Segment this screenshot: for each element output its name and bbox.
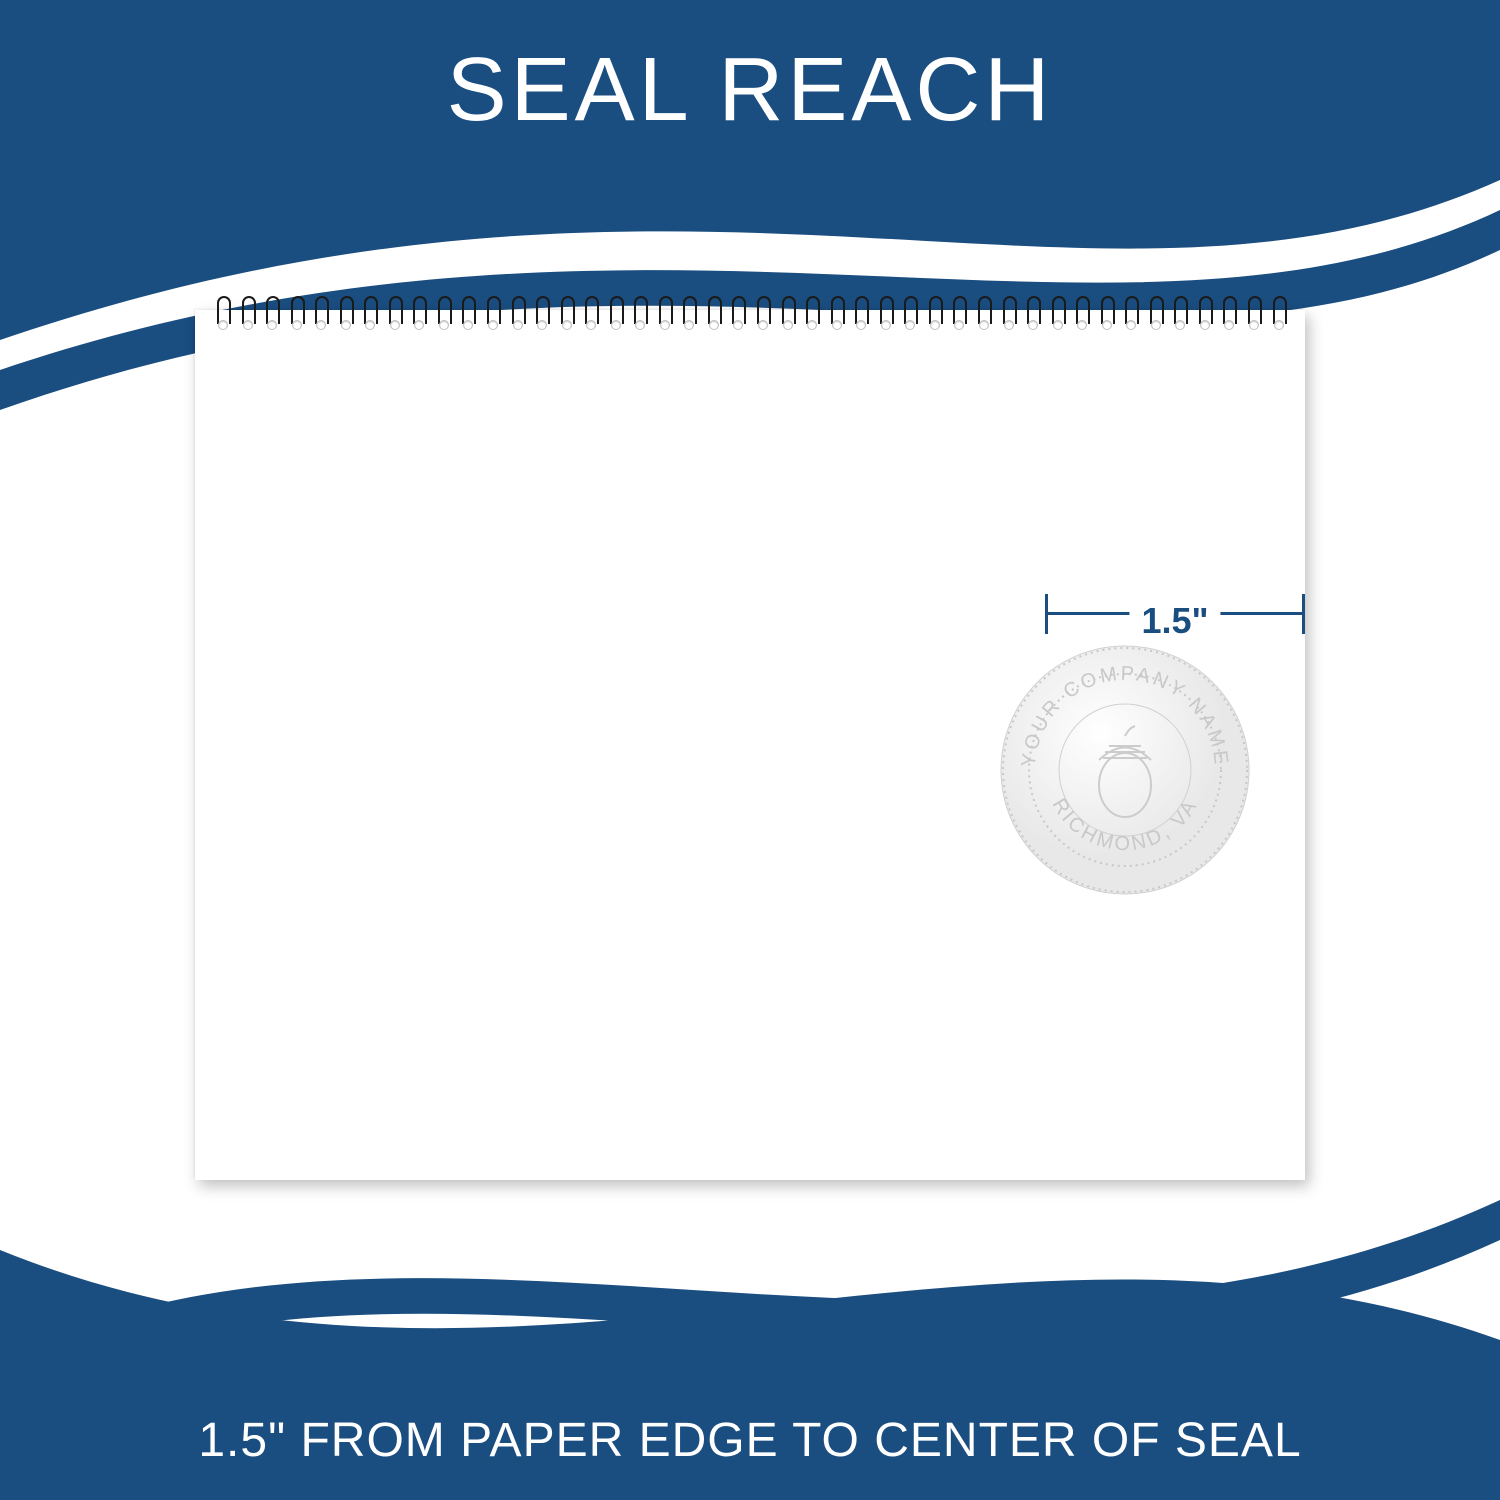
measurement-tick-left xyxy=(1045,594,1048,634)
spiral-coil xyxy=(829,296,843,336)
notepad-paper: 1.5" xyxy=(195,310,1305,1180)
spiral-coil xyxy=(1025,296,1039,336)
spiral-coil xyxy=(387,296,401,336)
footer-band: 1.5" FROM PAPER EDGE TO CENTER OF SEAL xyxy=(0,1380,1500,1500)
spiral-coil xyxy=(1197,296,1211,336)
spiral-coil xyxy=(240,296,254,336)
spiral-coil xyxy=(755,296,769,336)
spiral-coil xyxy=(559,296,573,336)
spiral-coil xyxy=(338,296,352,336)
spiral-coil xyxy=(927,296,941,336)
spiral-coil xyxy=(411,296,425,336)
spiral-coil xyxy=(951,296,965,336)
spiral-coil xyxy=(215,296,229,336)
spiral-coil xyxy=(1221,296,1235,336)
spiral-coil xyxy=(1050,296,1064,336)
measurement-bar: 1.5" xyxy=(1045,612,1305,615)
spiral-coil xyxy=(902,296,916,336)
spiral-coil xyxy=(878,296,892,336)
spiral-coil xyxy=(780,296,794,336)
spiral-coil xyxy=(1074,296,1088,336)
spiral-coil xyxy=(1271,296,1285,336)
spiral-coil xyxy=(976,296,990,336)
spiral-coil xyxy=(804,296,818,336)
embossed-seal-sample: YOUR COMPANY NAME RICHMOND, VA xyxy=(995,640,1255,900)
spiral-coil xyxy=(632,296,646,336)
spiral-coil xyxy=(583,296,597,336)
spiral-coil xyxy=(730,296,744,336)
spiral-coil xyxy=(1172,296,1186,336)
page-title: SEAL REACH xyxy=(447,39,1054,142)
reach-measurement: 1.5" xyxy=(1045,588,1305,638)
spiral-coil xyxy=(289,296,303,336)
spiral-binding xyxy=(215,296,1285,336)
spiral-coil xyxy=(853,296,867,336)
spiral-coil xyxy=(1099,296,1113,336)
spiral-coil xyxy=(657,296,671,336)
spiral-coil xyxy=(510,296,524,336)
decorative-swoosh-bottom xyxy=(0,1140,1500,1420)
spiral-coil xyxy=(1246,296,1260,336)
spiral-coil xyxy=(264,296,278,336)
measurement-label: 1.5" xyxy=(1129,600,1220,642)
spiral-coil xyxy=(1123,296,1137,336)
spiral-coil xyxy=(534,296,548,336)
spiral-coil xyxy=(485,296,499,336)
footer-caption: 1.5" FROM PAPER EDGE TO CENTER OF SEAL xyxy=(198,1413,1301,1468)
spiral-coil xyxy=(608,296,622,336)
spiral-coil xyxy=(436,296,450,336)
infographic-frame: SEAL REACH 1.5" xyxy=(0,0,1500,1500)
spiral-coil xyxy=(362,296,376,336)
header-band: SEAL REACH xyxy=(0,0,1500,180)
spiral-coil xyxy=(313,296,327,336)
spiral-coil xyxy=(681,296,695,336)
spiral-coil xyxy=(1001,296,1015,336)
spiral-coil xyxy=(1148,296,1162,336)
spiral-coil xyxy=(706,296,720,336)
spiral-coil xyxy=(460,296,474,336)
measurement-tick-right xyxy=(1302,594,1305,634)
